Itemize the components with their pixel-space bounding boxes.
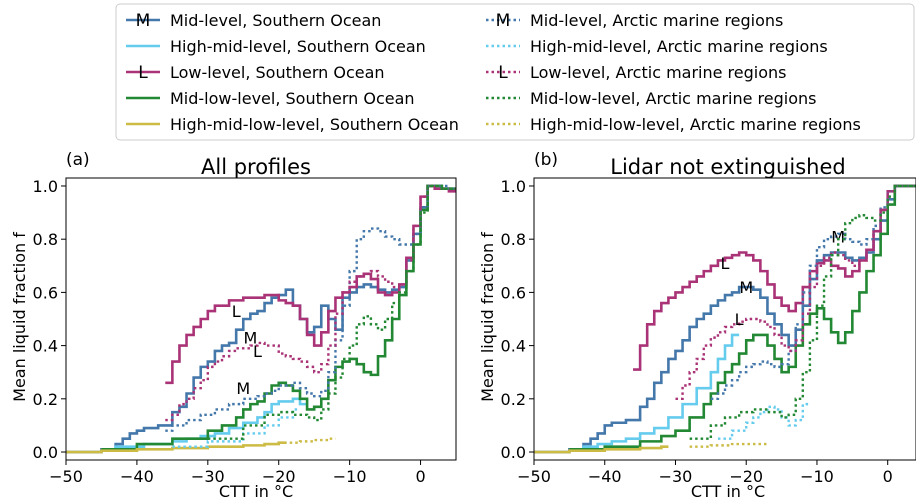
legend-marker: L [138, 63, 148, 83]
legend: M Mid-level, Southern Ocean High-mid-level… [115, 3, 915, 141]
x-tick-label: 0 [883, 467, 893, 486]
legend-label: High-mid-low-level, Southern Ocean [170, 115, 459, 134]
series-line [165, 184, 456, 432]
panel-b-ylabel: Mean liquid fraction f [478, 232, 497, 402]
series-line [101, 397, 308, 451]
panel-a-xlabel: CTT in °C [219, 482, 293, 497]
legend-label: High-mid-level, Arctic marine regions [530, 37, 828, 56]
panel-a-ylabel: Mean liquid fraction f [10, 232, 29, 402]
panel-b-title: Lidar not extinguished [610, 155, 845, 179]
y-tick-label: 0.0 [501, 443, 526, 462]
x-tick-label: −40 [120, 467, 154, 486]
series-marker-label: L [232, 302, 241, 321]
series-marker-label: M [739, 278, 753, 297]
y-tick-label: 0.4 [33, 337, 58, 356]
series-line [172, 408, 300, 448]
y-tick-label: 0.6 [501, 283, 526, 302]
series-line [569, 184, 916, 451]
x-tick-label: −10 [333, 467, 367, 486]
x-tick-label: −10 [800, 467, 834, 486]
x-tick-label: −50 [517, 467, 551, 486]
y-tick-label: 1.0 [33, 177, 58, 196]
legend-label: High-mid-low-level, Arctic marine region… [530, 115, 861, 134]
y-tick-label: 0.8 [33, 230, 58, 249]
series-line [207, 184, 456, 440]
y-tick-label: 0.2 [33, 390, 58, 409]
series-marker-label: L [735, 310, 744, 329]
plot-frame [65, 177, 457, 461]
series-line [534, 184, 916, 454]
legend-entries: M Mid-level, Southern Ocean High-mid-level… [126, 11, 861, 134]
series-marker-label: L [721, 254, 730, 273]
plot-frame [533, 177, 916, 461]
series-line [101, 184, 456, 451]
legend-label: Mid-level, Southern Ocean [170, 11, 381, 30]
legend-label: Low-level, Southern Ocean [170, 63, 385, 82]
panel-a-title: All profiles [201, 155, 311, 179]
x-tick-label: −30 [659, 467, 693, 486]
series-line [165, 184, 456, 422]
y-tick-label: 0.6 [33, 283, 58, 302]
panel-b-xlabel: CTT in °C [691, 482, 765, 497]
legend-marker: M [496, 11, 511, 31]
y-tick-label: 0.4 [501, 337, 526, 356]
series-line [569, 333, 740, 451]
legend-marker: L [498, 63, 508, 83]
series-line [534, 445, 669, 454]
series-marker-label: M [236, 379, 250, 398]
series-line [675, 184, 916, 401]
x-tick-label: 0 [415, 467, 425, 486]
legend-label: Mid-low-level, Southern Ocean [170, 89, 415, 108]
x-tick-label: −20 [262, 467, 296, 486]
legend-label: Low-level, Arctic marine regions [530, 63, 787, 82]
legend-label: High-mid-level, Southern Ocean [170, 37, 426, 56]
series-line [710, 184, 916, 401]
series-line [165, 184, 456, 385]
panel-a-label: (a) [66, 150, 90, 170]
y-tick-label: 0.2 [501, 390, 526, 409]
series-line [278, 437, 336, 444]
series-marker-label: M [831, 228, 845, 247]
y-tick-label: 0.0 [33, 443, 58, 462]
series-line [66, 441, 286, 454]
series-line [633, 184, 916, 371]
y-tick-label: 0.8 [501, 230, 526, 249]
series-line [689, 184, 916, 440]
series-line [689, 442, 768, 448]
y-tick-label: 1.0 [501, 177, 526, 196]
x-tick-label: −20 [729, 467, 763, 486]
legend-marker: M [136, 11, 151, 31]
legend-label: Mid-low-level, Arctic marine regions [530, 89, 816, 108]
x-tick-label: −40 [588, 467, 622, 486]
series-line [717, 402, 810, 440]
legend-label: Mid-level, Arctic marine regions [530, 11, 783, 30]
series-marker-label: L [253, 342, 262, 361]
series-marker-label: M [243, 329, 257, 348]
x-tick-label: −50 [49, 467, 83, 486]
x-tick-label: −30 [191, 467, 225, 486]
panel-b-label: (b) [534, 150, 558, 170]
